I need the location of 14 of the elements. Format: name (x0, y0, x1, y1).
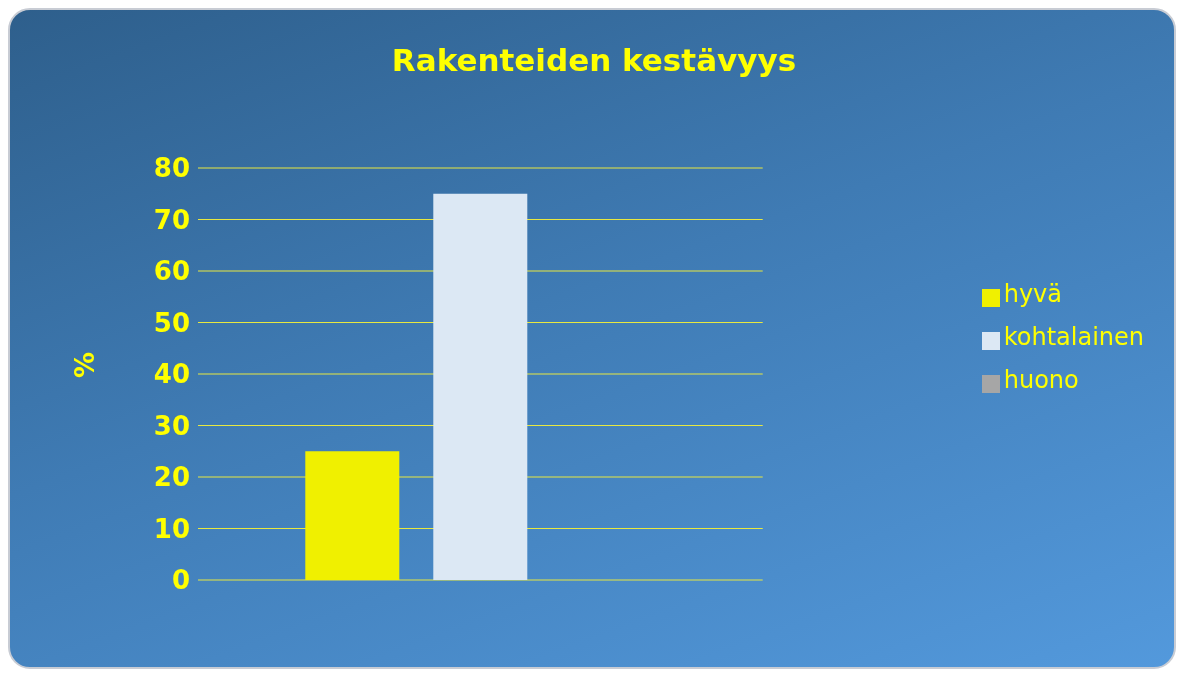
y-tick-label: 80 (153, 153, 190, 184)
y-tick-label: 70 (153, 204, 190, 235)
y-axis-title: % (70, 351, 101, 379)
y-tick-label: 40 (153, 359, 190, 390)
y-tick-label: 60 (153, 256, 190, 287)
legend-label: hyvä (1003, 280, 1063, 308)
y-tick-label: 10 (153, 513, 190, 544)
y-tick-label: 0 (171, 565, 190, 596)
chart-title: Rakenteiden kestävyys (390, 42, 798, 78)
y-tick-label: 50 (153, 307, 190, 338)
y-tick-label: 30 (153, 410, 190, 441)
legend-label: kohtalainen (1003, 323, 1144, 351)
y-tick-label: 20 (153, 462, 190, 493)
legend-label: huono (1003, 366, 1079, 394)
